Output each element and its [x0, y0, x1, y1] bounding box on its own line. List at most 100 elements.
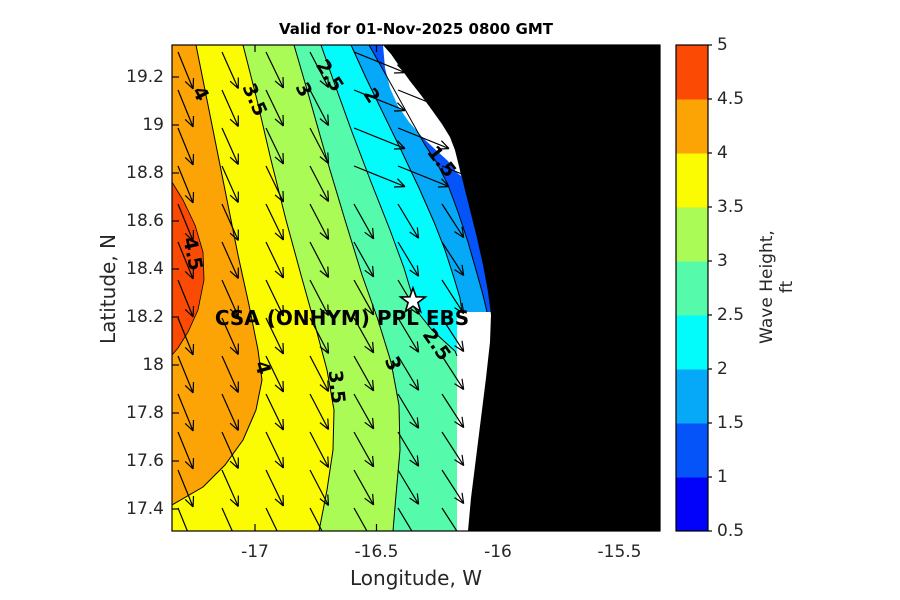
- y-tick-label: 17.8: [126, 403, 164, 423]
- wave-arrow: [221, 89, 239, 127]
- wave-arrow: [177, 507, 189, 531]
- colorbar-band: [676, 99, 708, 154]
- y-axis-label: Latitude, N: [96, 234, 120, 344]
- wave-arrow: [221, 393, 239, 431]
- wave-arrow: [265, 127, 284, 165]
- contour-line-c3: [293, 45, 401, 531]
- colorbar-tick-label: 3.5: [717, 197, 745, 217]
- wave-arrow: [177, 127, 195, 166]
- x-tick-label: -15.5: [597, 542, 642, 562]
- wave-arrow: [265, 431, 284, 469]
- y-tick-label: 18.2: [126, 307, 164, 327]
- x-tick-label: -16: [484, 542, 512, 562]
- wave-arrow: [177, 355, 195, 394]
- wave-arrow: [177, 431, 195, 470]
- wave-arrow: [353, 279, 375, 316]
- wave-arrow: [353, 431, 375, 468]
- colorbar: [675, 44, 712, 532]
- wave-arrow: [441, 393, 465, 429]
- wave-arrow: [441, 355, 465, 391]
- wave-arrow: [221, 507, 233, 531]
- wave-arrow: [265, 203, 284, 241]
- wave-arrow: [309, 469, 330, 506]
- wave-arrow: [265, 317, 284, 355]
- colorbar-band: [676, 477, 708, 532]
- colorbar-border: [675, 44, 709, 532]
- wave-arrow: [265, 279, 284, 317]
- wave-arrow: [221, 203, 239, 241]
- contour-line-c2: [350, 45, 463, 313]
- wave-arrow: [177, 203, 195, 242]
- wave-arrow: [397, 89, 450, 112]
- wave-arrow: [221, 355, 239, 393]
- wave-arrow: [441, 203, 465, 239]
- wave-arrow: [265, 51, 284, 89]
- wave-arrow: [397, 127, 450, 150]
- wave-arrow: [221, 469, 239, 507]
- wave-arrow: [309, 355, 330, 392]
- wave-arrow: [353, 89, 406, 112]
- site-label: CSA (ONHYM) PPL EBS: [215, 306, 469, 330]
- colorbar-tick-label: 1: [717, 467, 728, 487]
- wave-arrow: [353, 355, 375, 392]
- contour-line-c35: [242, 45, 335, 531]
- wave-arrow: [265, 89, 284, 127]
- colorbar-tick-label: 2.5: [717, 305, 745, 325]
- wave-arrow: [397, 241, 420, 277]
- wave-arrow: [353, 469, 375, 506]
- wave-arrow: [177, 241, 195, 280]
- wave-arrow: [353, 165, 406, 188]
- wave-arrow: [397, 165, 450, 188]
- wave-arrow: [221, 431, 239, 469]
- wave-arrow: [309, 431, 330, 468]
- y-tick-label: 19: [142, 115, 164, 135]
- wave-arrow: [397, 355, 420, 391]
- wave-arrow: [265, 507, 278, 531]
- colorbar-band: [676, 315, 708, 370]
- wave-arrow: [221, 51, 239, 89]
- wave-arrow: [309, 165, 330, 202]
- wave-arrow: [309, 317, 330, 354]
- wave-arrow: [177, 51, 195, 90]
- wave-arrow: [221, 317, 239, 355]
- wave-arrow: [441, 241, 465, 277]
- wave-arrow: [309, 241, 330, 278]
- wave-arrow: [353, 241, 375, 278]
- y-tick-label: 19.2: [126, 67, 164, 87]
- contour-line-c4: [172, 45, 263, 506]
- wave-arrow: [221, 165, 239, 203]
- wave-arrow: [265, 393, 284, 431]
- wave-arrow: [309, 127, 330, 164]
- wave-arrow: [397, 507, 413, 531]
- colorbar-tick-label: 3: [717, 251, 728, 271]
- wave-arrow: [177, 165, 195, 204]
- wave-arrow: [309, 507, 323, 531]
- wave-arrow: [441, 165, 494, 188]
- site-star-marker: [398, 285, 428, 314]
- wave-arrow: [309, 393, 330, 430]
- wave-arrow: [353, 317, 375, 354]
- colorbar-band: [676, 423, 708, 478]
- contour-line-c25: [320, 45, 458, 357]
- wave-arrow: [177, 393, 195, 432]
- wave-arrow: [353, 127, 406, 150]
- y-tick-label: 18.6: [126, 211, 164, 231]
- wave-arrow: [441, 431, 465, 467]
- wave-arrow: [265, 241, 284, 279]
- wave-arrow: [397, 431, 420, 467]
- x-tick-label: -16.5: [354, 542, 399, 562]
- colorbar-band: [676, 369, 708, 424]
- wave-arrow: [221, 279, 239, 317]
- colorbar-tick-label: 4.5: [717, 89, 745, 109]
- wave-arrow: [353, 507, 368, 531]
- wave-arrow: [309, 279, 330, 316]
- axes-box: [171, 44, 661, 532]
- wave-arrow: [441, 469, 465, 505]
- wave-arrow: [177, 469, 195, 508]
- wave-arrow: [309, 89, 330, 126]
- wave-arrow: [441, 317, 465, 353]
- wave-arrow: [441, 507, 463, 531]
- contour-line-c15: [368, 45, 488, 313]
